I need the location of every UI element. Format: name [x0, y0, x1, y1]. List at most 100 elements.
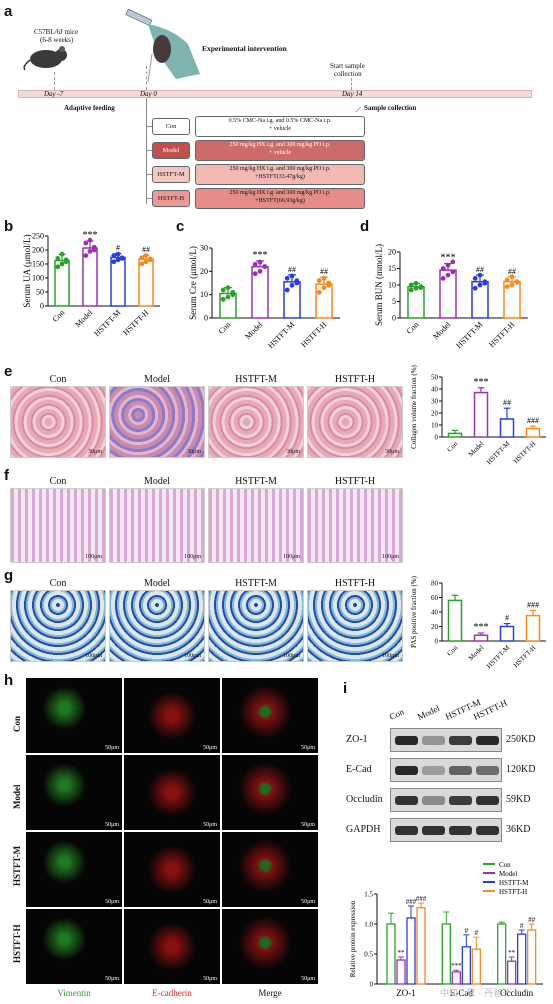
category-label: Occludin — [500, 988, 533, 998]
legend-label: HSTFT-M — [499, 879, 529, 887]
adaptive-label: Adaptive feeding — [64, 104, 115, 112]
scale-bar-label: 100μm — [283, 554, 300, 560]
bar-model — [82, 247, 98, 307]
data-point — [55, 264, 61, 270]
scale-bar-label: 50μm — [105, 899, 119, 905]
condition-line2: + vehicle — [268, 149, 292, 156]
y-tick-label: 200 — [32, 246, 44, 255]
category-label: Con — [51, 308, 67, 324]
fluo-panel-e-cadherin-model: 50μm — [124, 755, 220, 830]
data-point — [509, 282, 515, 288]
data-point — [316, 278, 322, 284]
data-point — [262, 264, 268, 270]
significance-label: *** — [474, 377, 489, 388]
scale-bar-label: 50μm — [105, 976, 119, 982]
significance-label: *** — [474, 622, 489, 633]
data-point — [418, 285, 424, 291]
injection-icon — [125, 8, 200, 83]
category-label: HSTFT-M — [454, 320, 484, 350]
data-point — [408, 287, 414, 293]
wb-band — [476, 766, 499, 775]
intervention-label: Experimental intervention — [202, 44, 287, 53]
wb-band — [449, 796, 472, 805]
micrograph-title: HSTFT-H — [334, 578, 376, 589]
category-label: HSTFT-H — [487, 320, 516, 349]
scale-bar-label: 100μm — [382, 653, 399, 659]
y-tick-label: 150 — [32, 260, 44, 269]
micrograph-title: HSTFT-H — [334, 374, 376, 385]
y-axis-label: Serum UA (μmol/L) — [22, 234, 32, 307]
bar-hstft-h — [416, 907, 426, 985]
fluo-row-label-con: Con — [12, 715, 22, 732]
y-axis-label: PAS positive fraction (%) — [410, 575, 418, 648]
wb-band — [422, 826, 445, 835]
group-connector-tick — [146, 198, 152, 199]
y-tick-label: 0 — [392, 314, 396, 323]
data-point — [83, 253, 89, 258]
data-point — [139, 255, 145, 261]
significance-label: ### — [527, 601, 539, 610]
significance-label: # — [520, 922, 524, 930]
wb-band — [422, 736, 445, 745]
category-label: Con — [446, 439, 460, 453]
micrograph-title: Model — [143, 374, 171, 385]
micrograph-masson-model: 30μm — [109, 386, 205, 458]
data-point — [284, 287, 290, 293]
micrograph-title: Con — [49, 374, 67, 385]
scale-bar-label: 30μm — [187, 449, 201, 455]
bar-model — [473, 391, 489, 438]
wb-band — [395, 826, 418, 835]
data-point — [445, 272, 451, 278]
data-point — [477, 272, 483, 278]
fluo-panel-vimentin-con: 50μm — [26, 678, 122, 753]
bar-hstft-h — [527, 929, 537, 985]
significance-label: ### — [406, 898, 417, 906]
wb-protein-label: ZO-1 — [346, 734, 368, 745]
micrograph-title: HSTFT-M — [235, 578, 277, 589]
scale-bar-label: 50μm — [301, 976, 315, 982]
data-point — [115, 257, 121, 263]
wb-kd-label: 120KD — [506, 764, 536, 775]
group-condition-model: 250 mg/kg HX i.g. and 300 mg/kg PO i.p. +… — [195, 140, 365, 161]
micrograph-he-model: 100μm — [109, 488, 205, 563]
data-point — [413, 285, 419, 291]
data-point — [252, 271, 258, 277]
scale-bar-label: 50μm — [301, 899, 315, 905]
scale-bar-label: 30μm — [88, 449, 102, 455]
scale-bar-label: 50μm — [203, 976, 217, 982]
day14-label: Day 14 — [342, 90, 363, 98]
category-label: HSTFT-M — [485, 439, 512, 466]
chart-pas: 0 20 40 60 80 PAS positive fraction (%) Con ***… — [410, 575, 546, 670]
significance-label: ## — [320, 267, 328, 276]
fluo-panel-vimentin-hstft-h: 50μm — [26, 909, 122, 984]
fluo-row-label-hstft-h: HSTFT-H — [12, 924, 22, 963]
scale-bar-label: 100μm — [85, 653, 102, 659]
significance-label: # — [475, 929, 479, 937]
category-label: Con — [217, 320, 233, 336]
y-tick-label: 1.0 — [364, 921, 373, 929]
data-point — [220, 287, 226, 293]
y-tick-label: 15 — [388, 264, 396, 273]
data-point — [87, 249, 93, 254]
category-label: Model — [431, 320, 453, 342]
bar-model — [507, 960, 517, 985]
wb-blot-zo-1 — [390, 728, 502, 752]
data-point — [445, 262, 451, 268]
bar-model — [396, 959, 406, 985]
data-point — [119, 256, 125, 261]
fluo-row-label-hstft-m: HSTFT-M — [12, 845, 22, 886]
wb-lane-label: Model — [415, 703, 442, 722]
wb-band — [395, 796, 418, 805]
data-point — [91, 247, 97, 253]
fluo-panel-merge-model: 50μm — [222, 755, 318, 830]
bar-hstft-m — [406, 917, 416, 985]
micrograph-title: Model — [143, 578, 171, 589]
panel-label-i: i — [343, 680, 348, 697]
scale-bar-label: 50μm — [203, 745, 217, 751]
chart-collagen: 0 10 20 30 40 50 Collagen volume fraction (%) C… — [410, 364, 546, 466]
category-label: Model — [243, 320, 265, 342]
significance-label: ## — [142, 245, 150, 254]
wb-protein-label: E-Cad — [346, 764, 372, 775]
mice-age-label: (6-8 weeks) — [40, 36, 74, 44]
y-tick-label: 50 — [36, 288, 44, 297]
